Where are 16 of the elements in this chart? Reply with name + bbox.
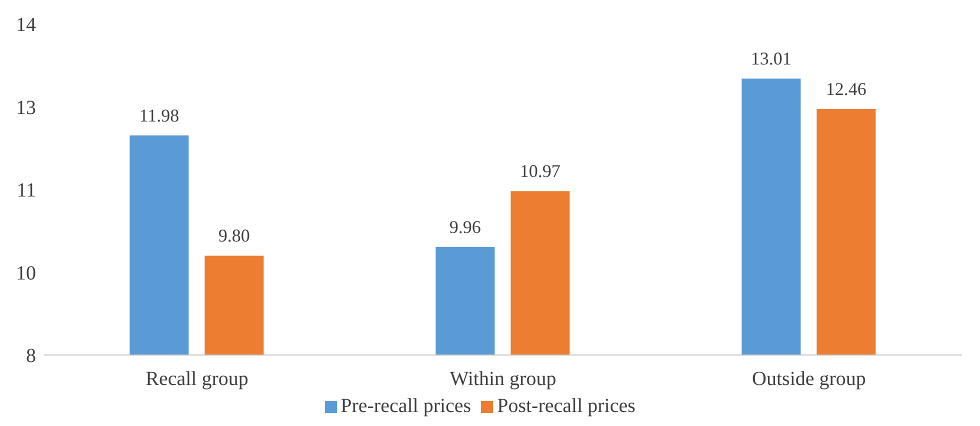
data-label: 9.96 bbox=[449, 216, 481, 237]
y-tick-label: 11 bbox=[16, 180, 36, 202]
data-label: 13.01 bbox=[750, 48, 792, 69]
x-tick-label: Recall group bbox=[146, 368, 248, 390]
data-label: 11.98 bbox=[139, 105, 180, 126]
legend-label: Pre-recall prices bbox=[340, 395, 472, 417]
data-label: 12.46 bbox=[826, 78, 866, 99]
data-label: 10.97 bbox=[520, 161, 560, 182]
x-tick-label: Outside group bbox=[752, 368, 866, 390]
y-tick-label: 8 bbox=[26, 345, 36, 368]
y-tick-label: 13 bbox=[16, 96, 36, 119]
y-tick-label: 10 bbox=[16, 262, 36, 284]
x-tick-label: Within group bbox=[450, 368, 556, 390]
legend-label: Post-recall prices bbox=[497, 395, 636, 417]
y-tick-label: 14 bbox=[16, 14, 36, 36]
data-label: 9.80 bbox=[218, 226, 250, 246]
